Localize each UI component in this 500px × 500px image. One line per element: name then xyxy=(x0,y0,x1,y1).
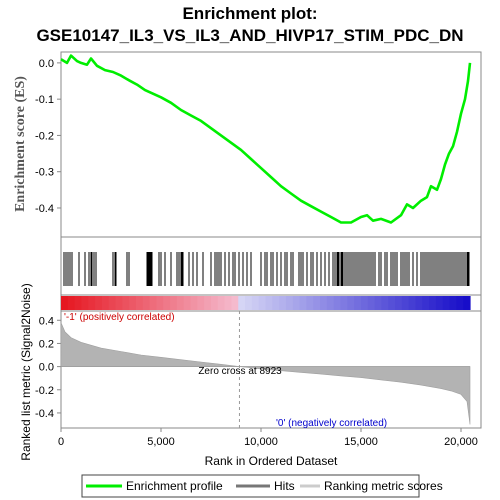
colorbar-segment-42 xyxy=(347,296,355,310)
colorbar-segment-14 xyxy=(156,296,164,310)
x-tick-label-3: 15,000 xyxy=(344,436,378,448)
legend-label-hits: Hits xyxy=(274,479,295,493)
rank-ytick-label-4: -0.4 xyxy=(35,408,54,420)
colorbar-segment-13 xyxy=(149,296,158,310)
x-tick-label-4: 20,000 xyxy=(444,436,478,448)
colorbar-segment-48 xyxy=(388,296,396,310)
colorbar-segment-41 xyxy=(340,296,348,310)
colorbar-segment-26 xyxy=(238,296,246,310)
colorbar-segment-40 xyxy=(333,296,342,310)
x-tick-label-2: 10,000 xyxy=(244,436,278,448)
colorbar-segment-44 xyxy=(360,296,369,310)
colorbar-segment-0 xyxy=(61,296,69,310)
colorbar-segment-38 xyxy=(320,296,328,310)
colorbar-segment-33 xyxy=(285,296,294,310)
es-ylabel: Enrichment score (ES) xyxy=(13,76,28,212)
rank-panel: 0.4 0.2 0.0 -0.2 -0.4 Zero cross at 8923 '-1… xyxy=(19,283,482,461)
colorbar-segment-9 xyxy=(122,296,130,310)
colorbar-segment-17 xyxy=(176,296,185,310)
colorbar-segment-24 xyxy=(224,296,233,310)
colorbar-segment-52 xyxy=(415,296,423,310)
colorbar-segment-19 xyxy=(190,296,198,310)
chart-title-line1: Enrichment plot: xyxy=(182,4,317,23)
colorbar-segment-21 xyxy=(204,296,212,310)
colorbar-segment-25 xyxy=(231,296,239,310)
rank-ytick-label-3: -0.2 xyxy=(35,385,54,397)
colorbar-segment-11 xyxy=(135,296,144,310)
colorbar-segment-2 xyxy=(74,296,83,310)
colorbar-segment-28 xyxy=(251,296,260,310)
zero-cross-label: Zero cross at 8923 xyxy=(198,366,282,377)
colorbar-segment-49 xyxy=(395,296,403,310)
colorbar-segment-37 xyxy=(313,296,321,310)
colorbar-segment-55 xyxy=(435,296,444,310)
colorbar-segment-36 xyxy=(306,296,314,310)
colorbar-segment-57 xyxy=(449,296,457,310)
es-ytick-label-2: -0.2 xyxy=(35,130,54,142)
colorbar-segment-10 xyxy=(129,296,137,310)
es-panel-frame xyxy=(60,51,482,238)
chart-title-line2: GSE10147_IL3_VS_IL3_AND_HIVP17_STIM_PDC_… xyxy=(36,26,463,45)
pos-correlated-label: '-1' (positively correlated) xyxy=(64,312,175,323)
colorbar-segment-46 xyxy=(374,296,382,310)
x-tick-label-1: 5,000 xyxy=(147,436,175,448)
colorbar-segment-51 xyxy=(408,296,417,310)
hits-panel xyxy=(60,236,482,296)
rank-colorbar xyxy=(60,294,482,312)
colorbar-segment-3 xyxy=(81,296,89,310)
colorbar-segment-53 xyxy=(422,296,430,310)
x-tick-label-0: 0 xyxy=(58,436,64,448)
ranking-metric-area xyxy=(60,322,471,425)
rank-ytick-label-1: 0.2 xyxy=(39,338,54,350)
legend-label-ranking: Ranking metric scores xyxy=(324,479,443,493)
rank-ytick-label-0: 0.4 xyxy=(39,315,54,327)
colorbar-segment-16 xyxy=(170,296,178,310)
enrichment-profile-line xyxy=(60,54,472,224)
colorbar-segment-32 xyxy=(279,296,287,310)
es-panel: 0.0 -0.1 -0.2 -0.3 -0.4 Enrichment score (ES… xyxy=(13,51,482,238)
colorbar-segment-54 xyxy=(429,296,437,310)
colorbar-segment-58 xyxy=(456,296,464,310)
x-axis-label: Rank in Ordered Dataset xyxy=(205,454,338,468)
colorbar-segment-35 xyxy=(299,296,307,310)
colorbar-segment-1 xyxy=(67,296,76,310)
rank-ylabel: Ranked list metric (Signal2Noise) xyxy=(19,283,33,460)
colorbar-segment-47 xyxy=(381,296,389,310)
es-ytick-label-1: -0.1 xyxy=(35,94,54,106)
colorbar-segment-30 xyxy=(265,296,273,310)
neg-correlated-label: '0' (negatively correlated) xyxy=(276,418,387,429)
colorbar-segment-34 xyxy=(292,296,301,310)
colorbar-segment-50 xyxy=(401,296,410,310)
colorbar-segment-23 xyxy=(217,296,226,310)
colorbar-segment-43 xyxy=(354,296,362,310)
colorbar-segment-5 xyxy=(95,296,103,310)
colorbar-segment-4 xyxy=(88,296,96,310)
colorbar-segment-20 xyxy=(197,296,205,310)
colorbar-segment-6 xyxy=(101,296,110,310)
colorbar-segment-29 xyxy=(258,296,267,310)
colorbar-segment-12 xyxy=(142,296,151,310)
colorbar-segment-18 xyxy=(183,296,192,310)
colorbar-segment-31 xyxy=(272,296,280,310)
es-ytick-label-0: 0.0 xyxy=(39,58,54,70)
colorbar-segment-56 xyxy=(442,296,451,310)
colorbar-segment-15 xyxy=(163,296,171,310)
es-ytick-label-3: -0.3 xyxy=(35,167,54,179)
legend-label-enrichment: Enrichment profile xyxy=(126,479,223,493)
colorbar-segment-22 xyxy=(210,296,219,310)
legend: Enrichment profile Hits Ranking metric s… xyxy=(81,474,443,498)
colorbar-segment-59 xyxy=(463,296,471,310)
rank-ytick-label-2: 0.0 xyxy=(39,362,54,374)
colorbar-segment-45 xyxy=(367,296,376,310)
es-ytick-label-4: -0.4 xyxy=(35,203,54,215)
colorbar-segment-8 xyxy=(115,296,123,310)
colorbar-segment-27 xyxy=(245,296,253,310)
x-axis: 0 5,000 10,000 15,000 20,000 xyxy=(58,428,478,448)
colorbar-segment-39 xyxy=(326,296,335,310)
colorbar-segment-7 xyxy=(108,296,117,310)
